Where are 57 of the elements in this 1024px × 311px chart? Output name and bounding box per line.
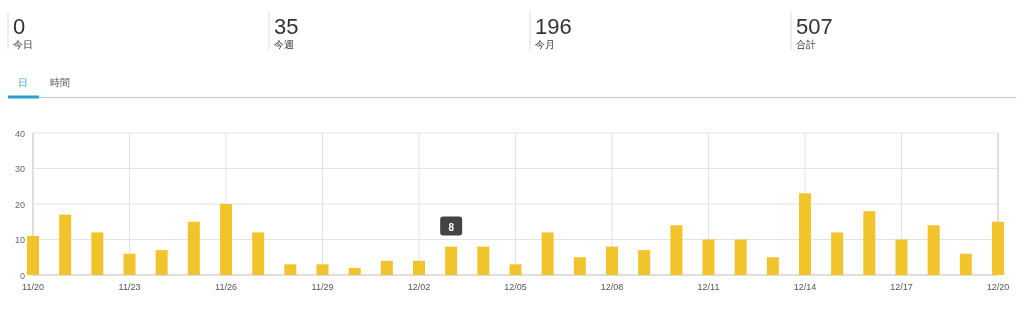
bar: [220, 204, 232, 275]
x-tick-label: 12/02: [407, 282, 431, 292]
bar: [413, 260, 425, 275]
text: 時間: [50, 77, 70, 88]
bar: [348, 267, 361, 275]
bar: [702, 239, 715, 275]
text: 今月: [535, 39, 555, 50]
bar: [187, 221, 200, 275]
bar: [638, 250, 651, 275]
bar: [541, 232, 554, 275]
bar: [863, 211, 876, 275]
bar: [123, 253, 136, 275]
bar: [606, 246, 618, 275]
text: 35: [274, 14, 299, 39]
x-tick-label: 12/20: [986, 282, 1010, 292]
bar: [799, 193, 811, 275]
bar: [992, 221, 1004, 275]
bar: [670, 225, 683, 275]
y-tick-label: 40: [14, 128, 25, 139]
x-tick-label: 11/29: [311, 282, 334, 292]
x-tick-label: 12/05: [504, 282, 527, 292]
x-tick-label: 11/20: [22, 282, 44, 292]
y-tick-label: 20: [14, 199, 25, 210]
annotation: 8: [448, 221, 455, 233]
y-tick-label: 10: [14, 235, 25, 245]
text: 196: [535, 14, 572, 39]
x-tick-label: 12/11: [697, 282, 720, 292]
x-tick-label: 11/26: [215, 282, 237, 292]
x-tick-label: 12/08: [600, 282, 624, 292]
bar: [895, 239, 908, 275]
bar: [27, 235, 39, 275]
bar: [927, 225, 940, 275]
bar: [155, 250, 168, 275]
bar: [509, 264, 522, 275]
bar: [477, 246, 490, 275]
bar: [831, 232, 844, 275]
text: 今週: [274, 39, 294, 50]
text: 合計: [796, 39, 816, 50]
y-tick-label: 0: [19, 270, 25, 281]
x-tick-label: 11/23: [118, 282, 141, 292]
y-tick-label: 30: [14, 164, 25, 174]
bar: [284, 264, 297, 275]
x-tick-label: 12/17: [890, 282, 913, 292]
bar: [573, 257, 586, 275]
bar: [252, 232, 265, 275]
text: 日: [18, 77, 28, 88]
text: 507: [796, 14, 833, 39]
bar: [316, 264, 329, 275]
bar: [91, 232, 104, 275]
bar: [59, 214, 72, 275]
text: 今日: [13, 39, 33, 50]
bar: [380, 260, 393, 275]
x-tick-label: 12/14: [793, 282, 817, 292]
bar: [734, 239, 747, 275]
bar: [445, 246, 458, 275]
bar: [959, 253, 972, 275]
bar: [766, 257, 779, 275]
